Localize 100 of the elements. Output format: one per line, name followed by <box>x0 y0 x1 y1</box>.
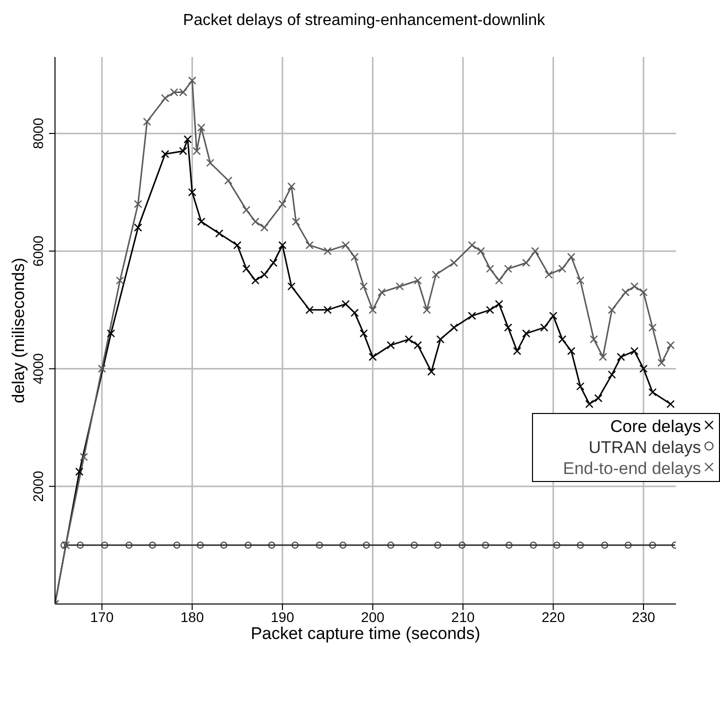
point <box>558 335 566 344</box>
point <box>360 282 368 290</box>
point <box>161 94 170 102</box>
point <box>648 323 657 332</box>
point <box>196 542 204 549</box>
point <box>233 241 242 250</box>
point <box>368 306 377 314</box>
point <box>142 118 152 126</box>
point <box>522 329 530 338</box>
point <box>215 229 224 238</box>
point <box>624 542 632 549</box>
point <box>360 329 368 338</box>
point <box>585 400 594 408</box>
point <box>350 308 359 317</box>
point <box>434 542 442 549</box>
point <box>386 341 395 350</box>
point <box>504 323 512 332</box>
point <box>494 300 504 308</box>
point <box>630 346 639 356</box>
point <box>305 306 314 314</box>
point <box>242 206 250 214</box>
point <box>414 276 422 285</box>
point <box>422 306 431 314</box>
x-tick-label: 190 <box>270 608 294 625</box>
x-tick-label: 210 <box>451 608 475 625</box>
point <box>323 246 332 256</box>
point <box>410 542 418 549</box>
legend-label: UTRAN delays <box>588 438 701 457</box>
point <box>468 241 476 250</box>
point <box>576 276 584 285</box>
point <box>76 542 84 549</box>
point <box>522 258 530 267</box>
point <box>468 312 476 320</box>
point <box>278 241 287 250</box>
x-tick-label: 220 <box>542 608 566 625</box>
chart-title: Packet delays of streaming-enhancement-downlink <box>182 12 546 30</box>
point <box>616 352 626 362</box>
x-tick-label: 170 <box>90 608 114 625</box>
point <box>558 264 566 273</box>
point <box>116 276 124 285</box>
point <box>188 188 196 196</box>
point <box>567 252 576 262</box>
point <box>323 306 332 314</box>
point <box>387 542 394 549</box>
point <box>101 542 108 549</box>
point <box>576 382 584 390</box>
point <box>80 452 88 462</box>
point <box>414 341 422 350</box>
point <box>540 323 548 332</box>
point <box>553 542 560 549</box>
point <box>179 147 188 156</box>
point <box>531 246 540 256</box>
point <box>287 282 296 290</box>
point <box>494 276 504 285</box>
point <box>305 241 314 250</box>
point <box>260 223 269 232</box>
legend-label: Core delays <box>610 417 701 436</box>
point <box>450 258 458 267</box>
point <box>251 276 260 285</box>
point <box>362 542 370 549</box>
point <box>482 542 490 549</box>
point <box>278 200 287 208</box>
point <box>506 542 513 549</box>
point <box>173 542 180 549</box>
point <box>192 147 201 156</box>
point <box>197 123 206 132</box>
point <box>639 288 648 296</box>
point <box>544 270 553 279</box>
point <box>342 300 350 308</box>
point <box>427 368 436 376</box>
point <box>244 542 252 549</box>
point <box>436 335 445 344</box>
point <box>486 264 494 273</box>
point <box>75 468 84 476</box>
point <box>657 358 666 367</box>
x-tick-label: 230 <box>632 608 656 625</box>
point <box>206 158 214 167</box>
point <box>350 252 359 262</box>
y-tick-label: 8000 <box>30 118 46 150</box>
point <box>368 352 377 362</box>
point <box>666 341 675 350</box>
point <box>396 282 404 290</box>
point <box>598 352 607 362</box>
y-tick-label: 6000 <box>30 235 46 267</box>
point <box>342 241 350 250</box>
y-tick-label: 4000 <box>30 352 46 384</box>
point <box>268 542 276 549</box>
point <box>590 335 598 344</box>
point <box>476 246 486 256</box>
point <box>639 364 648 373</box>
point <box>161 150 170 158</box>
point <box>106 329 116 338</box>
point <box>251 218 260 226</box>
point <box>601 542 608 549</box>
point <box>621 288 630 296</box>
point <box>630 282 639 290</box>
y-axis-title: delay (miliseconds) <box>9 258 28 404</box>
point <box>530 542 537 549</box>
point <box>549 312 558 320</box>
point <box>608 370 616 379</box>
